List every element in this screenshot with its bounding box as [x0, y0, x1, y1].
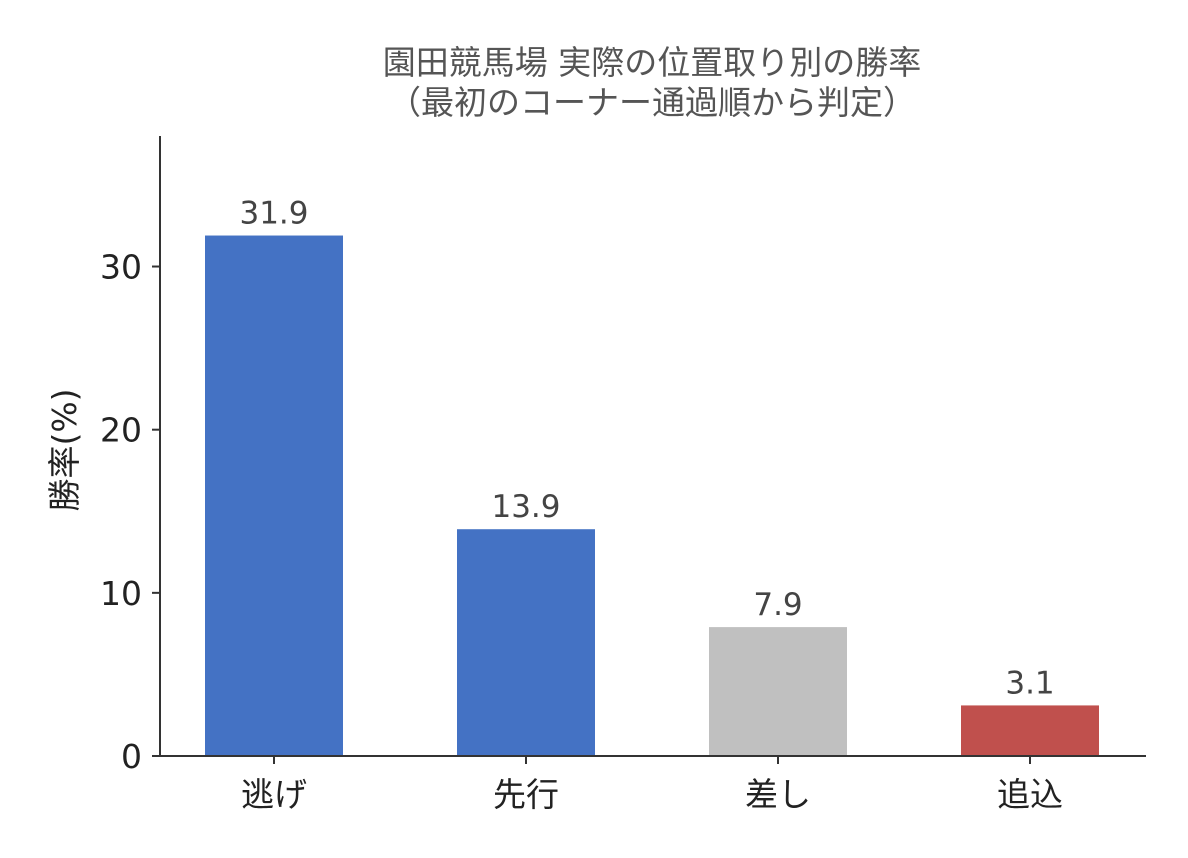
y-axis-label: 勝率(%): [45, 388, 84, 511]
y-tick-label-3: 20: [100, 411, 142, 450]
bar-4: [961, 705, 1099, 756]
chart-title: 園田競馬場 実際の位置取り別の勝率: [383, 43, 922, 82]
category-label-3: 差し: [745, 775, 811, 814]
value-labels-group: 31.9 13.9 7.9 3.1: [239, 196, 1054, 702]
category-label-4: 追込: [997, 775, 1063, 814]
category-label-2: 先行: [493, 775, 559, 814]
y-tick-label-2: 10: [100, 574, 142, 613]
x-axis-ticks: 逃げ 先行 差し 追込: [241, 756, 1063, 814]
bars-group: [205, 235, 1099, 757]
y-axis-ticks: 0 10 20 30: [100, 248, 160, 776]
value-label-3: 7.9: [753, 587, 802, 623]
bar-2: [457, 529, 595, 756]
y-tick-label-1: 0: [121, 737, 142, 776]
value-label-4: 3.1: [1005, 665, 1054, 701]
value-label-1: 31.9: [239, 196, 308, 232]
chart-subtitle: （最初のコーナー通過順から判定）: [388, 83, 916, 122]
bar-3: [709, 627, 847, 756]
bar-1: [205, 235, 343, 757]
y-tick-label-4: 30: [100, 248, 142, 287]
value-label-2: 13.9: [491, 489, 560, 525]
category-label-1: 逃げ: [241, 775, 307, 814]
